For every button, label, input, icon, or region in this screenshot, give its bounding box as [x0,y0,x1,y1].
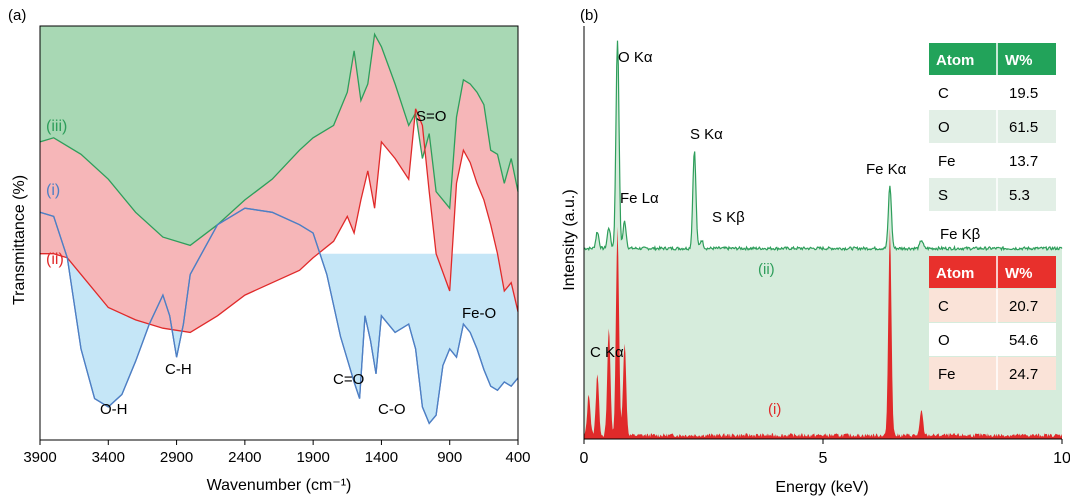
table-i-cell: 24.7 [1009,366,1038,383]
table-i-cell: C [938,298,949,315]
table-i-cell: 54.6 [1009,332,1038,349]
series-line-i-top [39,207,519,425]
table-ii-cell: 13.7 [1009,153,1038,170]
panel-b-x-ticks: 0 5 10 [580,439,1070,467]
table-ii-row-bg [929,110,1056,143]
table-ii-cell: Fe [938,153,956,170]
series-label-iii: (iii) [46,118,67,135]
annotation-o-h: O-H [100,401,128,418]
x-tick-label: 900 [437,449,462,466]
panel-b: (b) 0 5 10 Energy (keV) Intensity (a.u.) O… [561,7,1070,496]
peak-label-s-ka: S Kα [690,126,723,143]
table-ii-cell: O [938,119,950,136]
table-ii-cell: 19.5 [1009,85,1038,102]
table-i-row-bg [929,357,1056,390]
x-tick-label: 5 [819,450,828,467]
series-line-ii [40,108,519,334]
x-tick-label: 3900 [23,449,56,466]
table-ii-header-w: W% [1005,52,1033,69]
table-i-header-bg [929,256,1056,288]
x-tick-label: 10 [1053,450,1070,467]
panel-a-plot-area [39,26,519,425]
x-tick-label: 3400 [92,449,125,466]
annotation-c-h: C-H [165,361,192,378]
series-label-ii-b: (ii) [758,261,775,278]
annotation-c-o: C-O [378,401,406,418]
composition-table-ii: Atom W% C 19.5 O 61.5 Fe 13.7 S 5.3 [929,43,1056,211]
panel-a: (a) 3900 3400 2900 2400 1900 1400 900 400 Waven… [8,7,531,494]
table-ii-cell: S [938,187,948,204]
table-i-row-bg [929,323,1056,356]
panel-a-frame [39,25,519,441]
table-i-header-w: W% [1005,265,1033,282]
table-i-header-atom: Atom [936,265,974,282]
panel-b-label: (b) [580,7,598,24]
x-tick-label: 400 [505,449,530,466]
series-area-ii [40,34,518,333]
panel-a-x-axis-title: Wavenumber (cm⁻¹) [207,477,352,494]
annotation-c-eq-o: C=O [333,371,364,388]
x-tick-label: 2400 [228,449,261,466]
x-tick-label: 0 [580,450,589,467]
panel-b-x-axis-title: Energy (keV) [775,479,868,496]
annotation-fe-o: Fe-O [462,305,496,322]
table-ii-row-bg [929,178,1056,211]
panel-a-label: (a) [8,7,26,24]
peak-label-s-kb: S Kβ [712,209,745,226]
table-ii-header-atom: Atom [936,52,974,69]
composition-table-i: Atom W% C 20.7 O 54.6 Fe 24.7 [929,256,1056,390]
panel-a-y-axis-title: Transmittance (%) [11,175,28,305]
x-tick-label: 1400 [365,449,398,466]
peak-label-o-ka: O Kα [618,49,653,66]
table-i-cell: Fe [938,366,956,383]
x-tick-label: 2900 [160,449,193,466]
series-label-i-b: (i) [768,401,781,418]
table-ii-cell: 61.5 [1009,119,1038,136]
series-label-ii: (ii) [46,251,64,268]
x-tick-label: 1900 [296,449,329,466]
table-ii-row-bg [929,144,1056,177]
annotation-s-o: S=O [416,108,446,125]
series-line-ii [583,40,1063,252]
peak-label-fe-la: Fe Lα [620,190,659,207]
table-ii-cell: C [938,85,949,102]
table-i-cell: 20.7 [1009,298,1038,315]
peak-label-fe-kb: Fe Kβ [940,226,981,243]
table-i-cell: O [938,332,950,349]
series-area-iii [40,26,518,246]
peak-label-c-ka: C Kα [590,344,624,361]
panel-a-x-ticks: 3900 3400 2900 2400 1900 1400 900 400 [23,440,531,466]
table-ii-header-bg [929,43,1056,75]
series-label-i: (i) [46,182,60,199]
table-i-row-bg [929,289,1056,322]
table-ii-cell: 5.3 [1009,187,1030,204]
table-ii-row-bg [929,76,1056,109]
peak-label-fe-ka: Fe Kα [866,161,907,178]
series-line-iii [39,32,519,247]
panel-b-y-axis-title: Intensity (a.u.) [561,189,578,290]
